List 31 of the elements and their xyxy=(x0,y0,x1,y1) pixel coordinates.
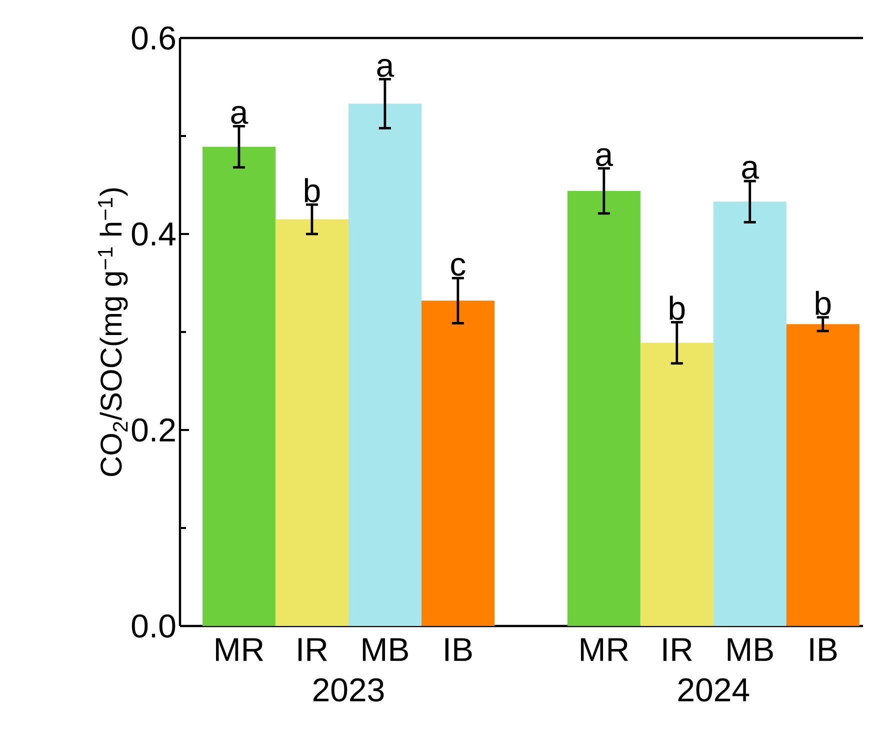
y-axis-title: CO$_{2}$/SOC(mg g$^{−1}$ h$^{−1}$) xyxy=(98,188,128,476)
series-label: IB xyxy=(445,638,472,661)
bar xyxy=(567,190,640,626)
data-label: b xyxy=(304,178,320,202)
x-tick-label: 2024 xyxy=(678,678,750,702)
x-tick-label: 2023 xyxy=(313,678,384,702)
y-tick-label: 0.6 xyxy=(132,26,176,50)
bar xyxy=(640,342,714,626)
bar xyxy=(786,324,860,626)
bar xyxy=(421,300,494,626)
y-tick-label: 0.2 xyxy=(132,418,175,442)
data-label: a xyxy=(377,58,394,77)
data-label: c xyxy=(451,258,466,276)
bar xyxy=(713,202,786,626)
data-label: a xyxy=(596,148,614,166)
text: IB xyxy=(810,638,837,661)
bar xyxy=(348,104,422,626)
data-label: b xyxy=(670,296,685,320)
data-label: a xyxy=(742,160,760,179)
text: IR xyxy=(663,638,692,661)
series-label: IR xyxy=(298,638,327,661)
data-label: a xyxy=(231,106,248,124)
series-label: MB xyxy=(362,638,408,661)
text: MB xyxy=(728,638,773,661)
y-tick-label: 0.0 xyxy=(132,614,176,638)
text: MR xyxy=(580,638,628,661)
series-label: MR xyxy=(216,638,264,661)
y-tick-label: 0.4 xyxy=(132,222,176,246)
bar xyxy=(275,219,348,626)
data-label: b xyxy=(816,290,831,316)
bar xyxy=(202,146,276,626)
